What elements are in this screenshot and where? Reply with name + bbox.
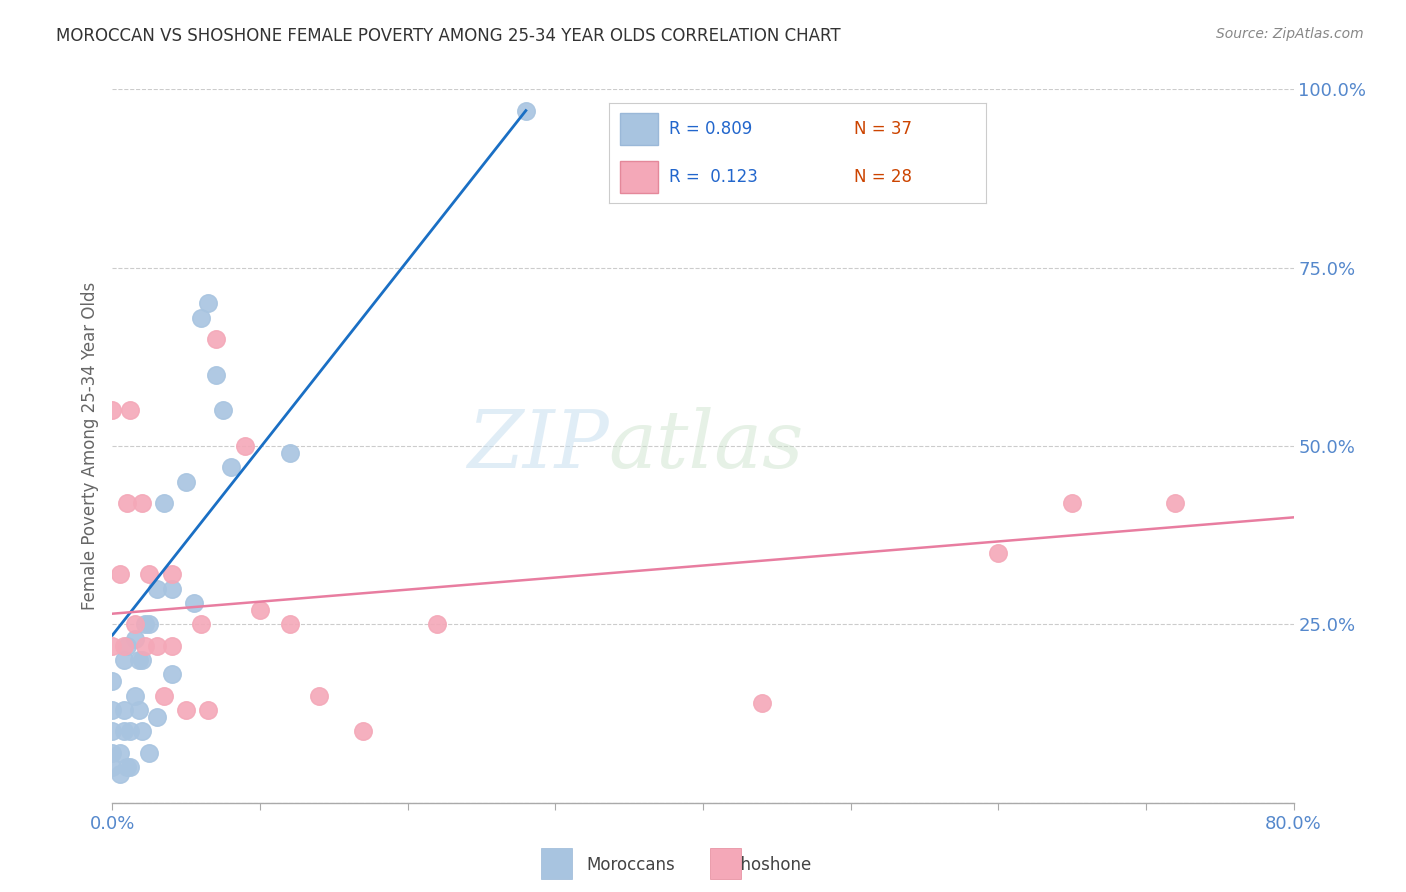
Point	[120, 760, 142, 774]
Point	[174, 475, 197, 489]
Point	[1062, 496, 1084, 510]
Point	[153, 496, 176, 510]
Point	[278, 617, 301, 632]
Point	[131, 653, 153, 667]
Point	[108, 567, 131, 582]
Point	[153, 689, 176, 703]
Point	[101, 703, 124, 717]
Point	[212, 403, 235, 417]
Point	[233, 439, 256, 453]
Point	[190, 310, 212, 325]
Point	[117, 760, 138, 774]
Point	[987, 546, 1010, 560]
Point	[112, 703, 135, 717]
Point	[751, 696, 773, 710]
Point	[160, 639, 183, 653]
Point	[160, 567, 183, 582]
Point	[205, 368, 228, 382]
Text: atlas: atlas	[609, 408, 804, 484]
Point	[117, 496, 138, 510]
Point	[134, 639, 156, 653]
Point	[112, 724, 135, 739]
Text: Shoshone: Shoshone	[731, 856, 813, 874]
Text: MOROCCAN VS SHOSHONE FEMALE POVERTY AMONG 25-34 YEAR OLDS CORRELATION CHART: MOROCCAN VS SHOSHONE FEMALE POVERTY AMON…	[56, 27, 841, 45]
Point	[205, 332, 228, 346]
Text: ZIP: ZIP	[467, 408, 609, 484]
Point	[146, 710, 169, 724]
Point	[101, 724, 124, 739]
Point	[160, 667, 183, 681]
Text: N = 28: N = 28	[855, 169, 912, 186]
Y-axis label: Female Poverty Among 25-34 Year Olds: Female Poverty Among 25-34 Year Olds	[80, 282, 98, 610]
Point	[1164, 496, 1187, 510]
Point	[426, 617, 449, 632]
Bar	[620, 113, 658, 145]
Point	[278, 446, 301, 460]
Point	[124, 632, 146, 646]
Point	[134, 617, 156, 632]
Point	[124, 617, 146, 632]
Point	[117, 639, 138, 653]
Point	[515, 103, 537, 118]
Point	[128, 653, 150, 667]
Point	[108, 746, 131, 760]
Point	[112, 653, 135, 667]
Point	[108, 767, 131, 781]
Text: Moroccans: Moroccans	[586, 856, 675, 874]
Text: N = 37: N = 37	[855, 120, 912, 138]
Text: R =  0.123: R = 0.123	[669, 169, 758, 186]
Point	[138, 746, 160, 760]
Point	[197, 703, 219, 717]
Point	[101, 403, 124, 417]
Point	[174, 703, 197, 717]
Bar	[620, 161, 658, 194]
Text: Source: ZipAtlas.com: Source: ZipAtlas.com	[1216, 27, 1364, 41]
Point	[190, 617, 212, 632]
Point	[138, 567, 160, 582]
Point	[219, 460, 242, 475]
Point	[131, 724, 153, 739]
Point	[120, 403, 142, 417]
Point	[183, 596, 205, 610]
Point	[131, 496, 153, 510]
Point	[128, 703, 150, 717]
Point	[146, 582, 169, 596]
Point	[308, 689, 330, 703]
Point	[352, 724, 374, 739]
Text: R = 0.809: R = 0.809	[669, 120, 752, 138]
Point	[160, 582, 183, 596]
Point	[146, 639, 169, 653]
Point	[249, 603, 271, 617]
Point	[101, 639, 124, 653]
Point	[101, 674, 124, 689]
Point	[197, 296, 219, 310]
Point	[101, 746, 124, 760]
Point	[138, 617, 160, 632]
Point	[124, 689, 146, 703]
Point	[101, 760, 124, 774]
Point	[120, 724, 142, 739]
Point	[112, 639, 135, 653]
